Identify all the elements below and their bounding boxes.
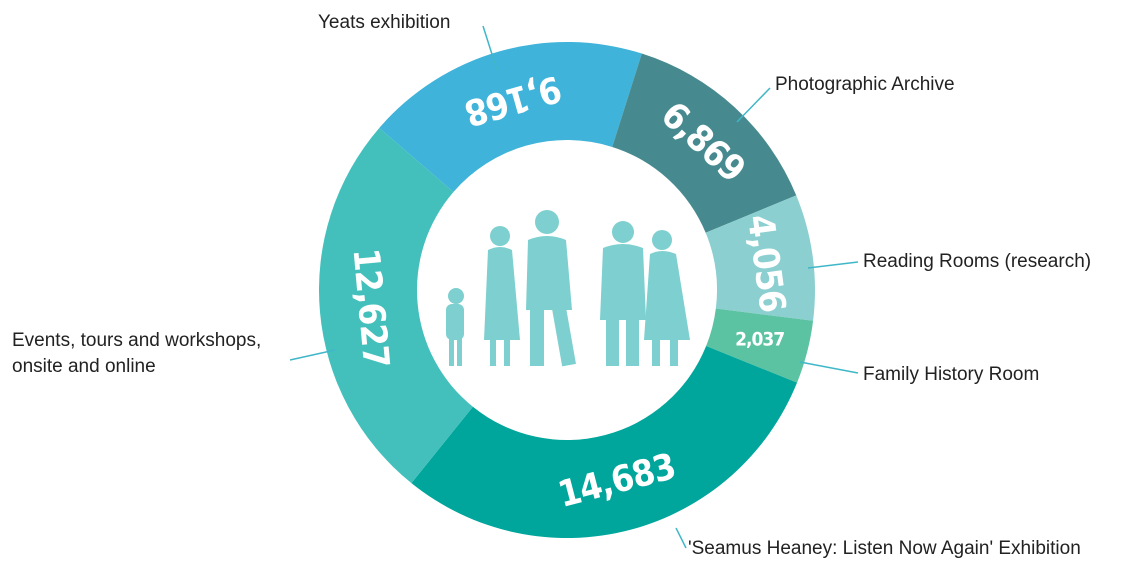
donut-segment [411,346,797,538]
segment-label: 'Seamus Heaney: Listen Now Again' Exhibi… [688,536,1138,562]
segment-label: Family History Room [863,362,1133,388]
segment-label: Reading Rooms (research) [863,249,1133,275]
leader-line [808,262,858,268]
segment-label: Events, tours and workshops, onsite and … [12,328,297,380]
silhouettes [446,210,690,366]
segment-label: Yeats exhibition [318,10,488,36]
leader-line [676,528,686,548]
page: 9,1686,8694,0562,03714,68312,627 Yeats e… [0,0,1138,562]
segment-label: Photographic Archive [775,72,1025,98]
leader-line [737,88,770,122]
value-label: 2,037 [735,328,784,350]
leader-line [800,362,858,373]
